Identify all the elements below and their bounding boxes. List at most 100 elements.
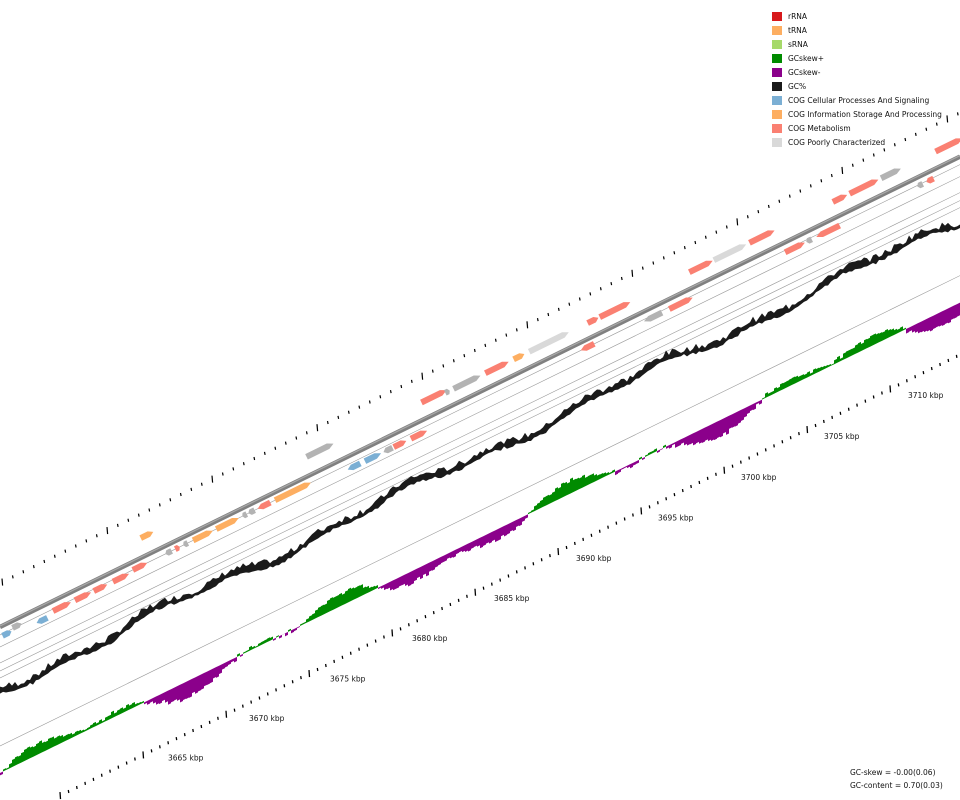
gc-skew-negative-bar — [186, 680, 189, 699]
legend-label: sRNA — [788, 39, 808, 49]
kbp-minor-tick — [831, 415, 834, 419]
cds-arrow — [242, 511, 249, 519]
gc-skew-positive-bar — [576, 477, 579, 491]
gc-skew-positive-bar — [777, 386, 780, 393]
gc-skew-negative-bar — [378, 586, 381, 590]
kbp-minor-tick — [698, 480, 701, 485]
cds-arrow — [173, 545, 180, 552]
gc-skew-positive-bar — [6, 767, 9, 771]
kbp-label: 3675 kbp — [330, 674, 366, 683]
gc-skew-positive-bar — [276, 635, 279, 638]
legend-item: GC% — [772, 79, 942, 93]
kbp-minor-tick — [632, 513, 634, 517]
gc-skew-negative-bar — [195, 675, 198, 694]
gc-skew-negative-bar — [936, 312, 939, 328]
minor-tick — [274, 446, 277, 450]
cds-arrow — [73, 592, 92, 603]
gc-skew-positive-bar — [885, 328, 888, 340]
kbp-minor-tick — [540, 558, 543, 562]
kbp-minor-tick — [233, 708, 236, 712]
gc-skew-positive-bar — [120, 707, 123, 715]
gc-skew-negative-bar — [735, 411, 738, 427]
gc-skew-negative-bar — [750, 404, 753, 412]
gc-skew-positive-bar — [603, 472, 606, 478]
gc-skew-negative-bar — [411, 570, 414, 585]
gc-skew-positive-bar — [780, 382, 783, 391]
gc-skew-negative-bar — [183, 681, 186, 701]
kbp-minor-tick — [822, 419, 825, 424]
gcskew-minus-swatch — [772, 67, 782, 77]
gc-skew-negative-bar — [489, 531, 492, 544]
minor-tick — [746, 215, 749, 219]
cds-arrow — [443, 388, 450, 396]
gc-skew-positive-bar — [651, 450, 654, 455]
minor-tick — [389, 390, 392, 394]
gc-skew-positive-bar — [111, 710, 114, 719]
kbp-minor-tick — [316, 667, 319, 672]
gc-skew-negative-bar — [726, 415, 729, 435]
major-tick — [736, 218, 739, 226]
gc-skew-positive-bar — [762, 397, 765, 400]
cds-arrow — [248, 507, 256, 515]
legend-item: rRNA — [772, 9, 942, 23]
kbp-minor-tick — [250, 700, 253, 704]
cds-arrow — [926, 175, 935, 184]
gc-skew-positive-bar — [363, 586, 366, 596]
kbp-minor-tick — [399, 627, 402, 631]
gc-skew-negative-bar — [699, 429, 702, 444]
gc-skew-negative-bar — [741, 408, 744, 422]
kbp-major-tick — [225, 710, 228, 718]
minor-tick — [190, 487, 193, 492]
cds-arrow — [347, 460, 362, 471]
gc-skew-positive-bar — [831, 363, 834, 366]
gc-skew-positive-bar — [258, 642, 261, 647]
kbp-minor-tick — [482, 586, 485, 590]
minor-tick — [85, 539, 88, 543]
gc-skew-negative-bar — [723, 417, 726, 434]
gc-skew-positive-bar — [72, 733, 75, 738]
gc-skew-negative-bar — [396, 577, 399, 589]
gc-skew-positive-bar — [834, 358, 837, 365]
gc-skew-positive-bar — [552, 491, 555, 503]
gc-skew-positive-bar — [78, 729, 81, 735]
gc-skew-positive-bar — [318, 606, 321, 618]
gc-skew-negative-bar — [633, 461, 636, 466]
gc-skew-negative-bar — [174, 686, 177, 701]
gc-skew-negative-bar — [198, 674, 201, 692]
major-tick — [106, 527, 109, 535]
gc-skew-negative-bar — [291, 628, 294, 634]
kbp-minor-tick — [374, 639, 377, 643]
cds-arrow — [273, 482, 311, 503]
kbp-minor-tick — [441, 606, 443, 611]
kbp-minor-tick — [100, 773, 103, 777]
gc-skew-positive-bar — [786, 380, 789, 388]
cds-arrow — [383, 444, 394, 454]
kbp-minor-tick — [914, 375, 917, 379]
gc-skew-negative-bar — [705, 426, 708, 441]
gc-skew-positive-bar — [21, 751, 24, 763]
kbp-minor-tick — [673, 493, 676, 497]
kbp-minor-tick — [466, 594, 468, 598]
gc-skew-positive-bar — [42, 741, 45, 753]
gc-skew-positive-bar — [888, 329, 891, 338]
legend-label: GC% — [788, 81, 807, 91]
gc-skew-positive-bar — [561, 482, 564, 499]
gc-skew-negative-bar — [642, 456, 645, 461]
gc-skew-positive-bar — [48, 737, 51, 750]
gc-skew-negative-bar — [927, 317, 930, 332]
gc-skew-negative-bar — [210, 668, 213, 684]
gc-skew-negative-bar — [282, 633, 285, 636]
minor-tick — [305, 431, 308, 435]
gc-skew-positive-bar — [9, 762, 12, 769]
kbp-label: 3690 kbp — [576, 554, 612, 563]
gc-skew-negative-bar — [492, 530, 495, 542]
minor-tick — [74, 544, 77, 548]
kbp-minor-tick — [814, 423, 817, 428]
cds-arrow — [257, 499, 272, 510]
minor-tick — [158, 503, 161, 507]
gc-skew-negative-bar — [189, 678, 192, 698]
legend: rRNA tRNA sRNA GCskew+ GCskew- GC% COG Cellula… — [772, 9, 942, 149]
gc-skew-positive-bar — [825, 364, 828, 369]
gc-skew-negative-bar — [168, 689, 171, 705]
cds-arrow — [420, 390, 447, 406]
